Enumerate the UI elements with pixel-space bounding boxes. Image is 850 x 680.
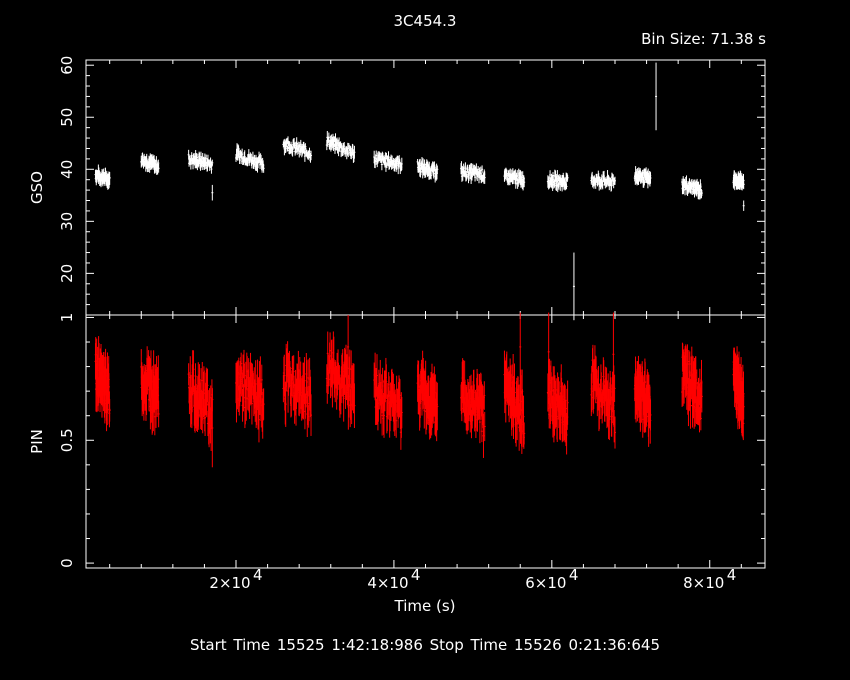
panel-frame: [85, 59, 766, 316]
y-tick-label: 30: [58, 212, 76, 231]
x-tick-label: 8×10: [683, 574, 724, 592]
y-axis-label: PIN: [28, 429, 46, 454]
data-series: [94, 312, 745, 468]
x-tick-label: 2×10: [209, 574, 250, 592]
y-tick-label: 50: [58, 108, 76, 127]
y-axis-label: GSO: [28, 171, 46, 204]
y-tick-label: 40: [58, 160, 76, 179]
x-tick-label: 6×10: [525, 574, 566, 592]
y-tick-label: 1: [58, 313, 76, 323]
y-tick-label: 20: [58, 264, 76, 283]
gso-panel: 20 30 40 50 60 GSO: [28, 56, 766, 321]
x-tick-label: 4×10: [367, 574, 408, 592]
x-tick-exponent: 4: [253, 566, 263, 584]
data-series: [94, 62, 745, 321]
x-tick-exponent: 4: [569, 566, 579, 584]
y-tick-label: 0.5: [58, 428, 76, 452]
x-tick-exponent: 4: [727, 566, 737, 584]
y-tick-label: 0: [58, 558, 76, 568]
chart-title: 3C454.3: [393, 12, 457, 30]
x-axis-label: Time (s): [394, 597, 456, 615]
x-tick-exponent: 4: [411, 566, 421, 584]
bin-size-label: Bin Size: 71.38 s: [641, 30, 766, 48]
y-tick-label: 60: [58, 56, 76, 75]
start-stop-time: Start Time 15525 1:42:18:986 Stop Time 1…: [190, 636, 660, 654]
panel-frame: [85, 314, 766, 569]
